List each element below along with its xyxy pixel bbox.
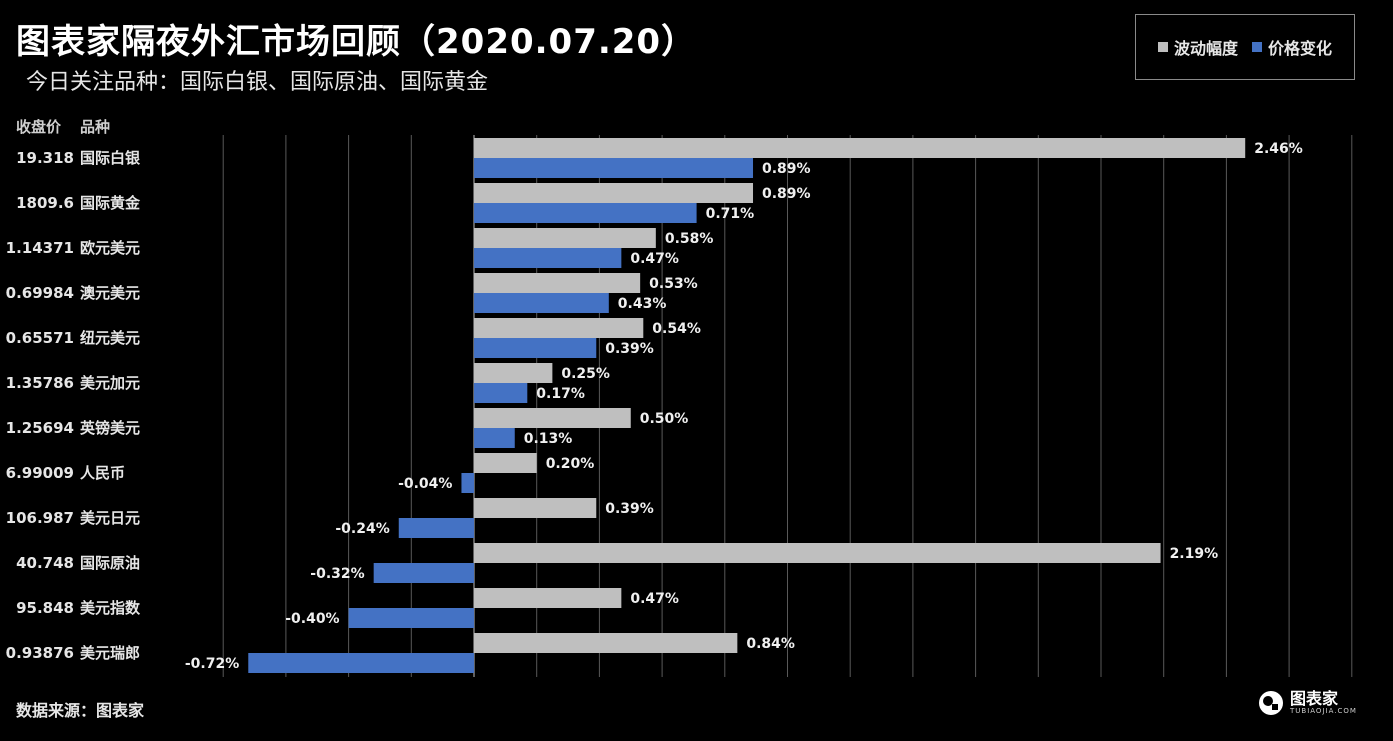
close-price-label: 40.748 xyxy=(16,554,74,572)
data-label: -0.72% xyxy=(185,656,239,672)
category-label: 澳元美元 xyxy=(80,284,140,302)
category-label: 纽元美元 xyxy=(80,329,140,347)
data-label: 0.17% xyxy=(536,386,585,402)
legend-label-price-change: 价格变化 xyxy=(1268,39,1333,58)
column-header-name: 品种 xyxy=(80,118,111,136)
data-label: 0.89% xyxy=(762,186,811,202)
volatility-bar xyxy=(474,318,644,338)
volatility-bar xyxy=(474,228,656,248)
data-label: 0.20% xyxy=(546,456,595,472)
legend-swatch-volatility xyxy=(1157,42,1168,52)
close-price-label: 1.25694 xyxy=(6,419,74,437)
chart-subtitle: 今日关注品种：国际白银、国际原油、国际黄金 xyxy=(26,70,489,95)
data-label: -0.32% xyxy=(310,566,364,582)
data-label: 0.43% xyxy=(618,296,667,312)
data-label: 2.19% xyxy=(1170,546,1219,562)
price-change-bar xyxy=(474,428,515,448)
data-label: 0.89% xyxy=(762,161,811,177)
volatility-bar xyxy=(474,453,537,473)
price-change-bar xyxy=(474,203,697,223)
close-price-label: 6.99009 xyxy=(6,464,74,482)
brand-logo: 图表家 TUBIAOJIA.COM xyxy=(1258,690,1357,716)
data-label: 0.13% xyxy=(524,431,573,447)
chart-title: 图表家隔夜外汇市场回顾（2020.07.20） xyxy=(16,22,697,62)
category-label: 国际原油 xyxy=(80,554,140,572)
category-label: 美元指数 xyxy=(80,599,141,617)
data-label: -0.24% xyxy=(335,521,389,537)
close-price-label: 95.848 xyxy=(16,599,74,617)
category-label: 国际白银 xyxy=(80,149,141,167)
volatility-bar xyxy=(474,408,631,428)
data-label: 0.71% xyxy=(706,206,755,222)
data-label: 0.53% xyxy=(649,276,698,292)
category-label: 美元加元 xyxy=(80,374,140,392)
price-change-bar xyxy=(461,473,474,493)
data-source: 数据来源：图表家 xyxy=(16,701,145,720)
data-label: 2.46% xyxy=(1254,141,1303,157)
volatility-bar xyxy=(474,273,641,293)
data-label: 0.50% xyxy=(640,411,689,427)
close-price-label: 0.65571 xyxy=(6,329,74,347)
volatility-bar xyxy=(474,633,738,653)
data-label: 0.25% xyxy=(561,366,610,382)
volatility-bar xyxy=(474,363,553,383)
price-change-bar xyxy=(248,653,474,673)
legend-item-volatility: 波动幅度 xyxy=(1157,35,1238,59)
category-label: 美元瑞郎 xyxy=(80,644,140,662)
volatility-bar xyxy=(474,498,597,518)
legend: 波动幅度 价格变化 xyxy=(1135,14,1355,80)
logo-icon xyxy=(1259,691,1283,715)
close-price-label: 0.69984 xyxy=(6,284,74,302)
category-label: 英镑美元 xyxy=(80,419,140,437)
data-label: 0.84% xyxy=(746,636,795,652)
legend-item-price-change: 价格变化 xyxy=(1252,35,1332,59)
price-change-bar xyxy=(348,608,474,628)
price-change-bar xyxy=(373,563,474,583)
legend-label-volatility: 波动幅度 xyxy=(1173,39,1238,58)
data-label: 0.39% xyxy=(605,341,654,357)
category-label: 国际黄金 xyxy=(80,194,141,212)
column-header-price: 收盘价 xyxy=(16,118,62,136)
volatility-bar xyxy=(474,183,754,203)
logo-text: 图表家 xyxy=(1290,689,1339,708)
data-label: -0.40% xyxy=(285,611,339,627)
price-change-bar xyxy=(474,158,754,178)
legend-swatch-price-change xyxy=(1252,42,1262,52)
category-label: 人民币 xyxy=(80,464,125,482)
category-label: 美元日元 xyxy=(80,509,140,527)
volatility-bar xyxy=(474,588,622,608)
close-price-label: 1.14371 xyxy=(6,239,74,257)
data-label: -0.04% xyxy=(398,476,452,492)
price-change-bar xyxy=(474,383,528,403)
close-price-label: 1809.6 xyxy=(16,194,74,212)
price-change-bar xyxy=(398,518,474,538)
close-price-label: 0.93876 xyxy=(6,644,74,662)
close-price-label: 19.318 xyxy=(16,149,74,167)
price-change-bar xyxy=(474,248,622,268)
close-price-label: 1.35786 xyxy=(6,374,74,392)
logo-subtext: TUBIAOJIA.COM xyxy=(1290,707,1357,715)
data-label: 0.47% xyxy=(630,251,679,267)
volatility-bar xyxy=(474,543,1161,563)
volatility-bar xyxy=(474,138,1246,158)
close-price-label: 106.987 xyxy=(6,509,74,527)
price-change-bar xyxy=(474,293,609,313)
data-label: 0.47% xyxy=(630,591,679,607)
price-change-bar xyxy=(474,338,597,358)
data-label: 0.54% xyxy=(652,321,701,337)
category-label: 欧元美元 xyxy=(80,239,140,257)
data-label: 0.39% xyxy=(605,501,654,517)
data-label: 0.58% xyxy=(665,231,714,247)
